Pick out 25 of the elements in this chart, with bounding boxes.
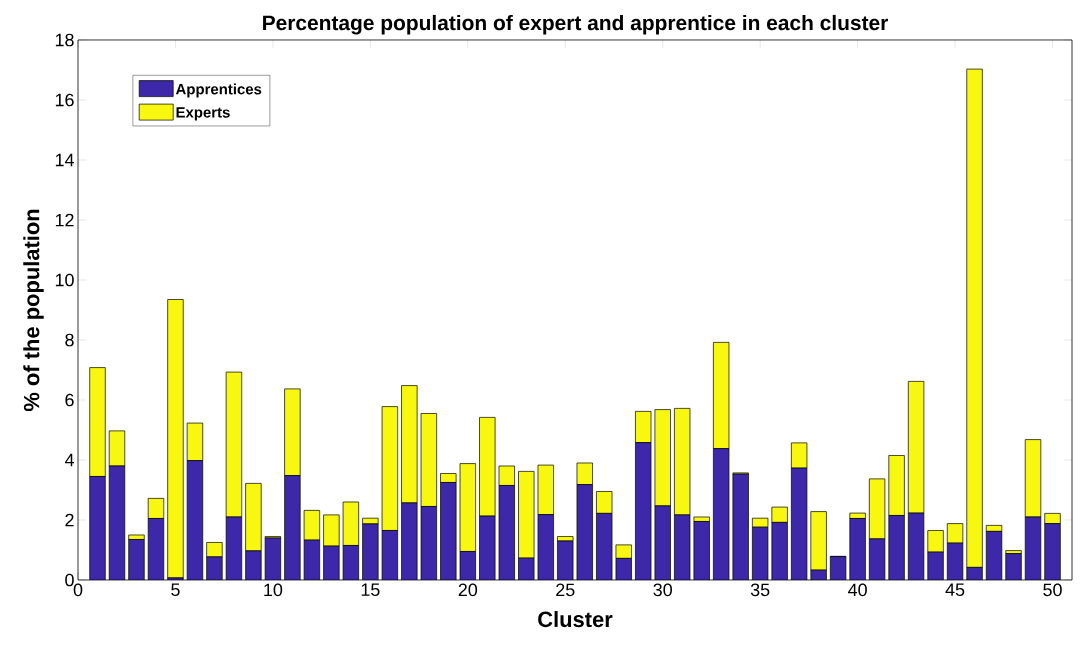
- x-tick-label: 5: [171, 583, 180, 597]
- x-tick-label: 25: [556, 583, 575, 597]
- y-tick-label: 6: [65, 393, 74, 407]
- x-tick-label: 45: [945, 583, 965, 597]
- y-tick-label: 16: [55, 93, 74, 107]
- legend-label: Apprentices: [175, 83, 262, 98]
- x-tick-label: 35: [750, 583, 770, 597]
- legend-label: Experts: [176, 107, 230, 121]
- x-tick-label: 50: [1043, 583, 1062, 597]
- y-axis-title: % of the population: [23, 209, 44, 412]
- y-tick-label: 14: [55, 153, 74, 167]
- x-tick-label: 15: [361, 583, 380, 597]
- y-tick-label: 10: [55, 273, 74, 287]
- x-axis-title: Cluster: [538, 611, 613, 628]
- y-tick-label: 2: [65, 513, 74, 527]
- y-tick-label: 4: [64, 453, 74, 467]
- y-tick-label: 18: [55, 33, 74, 47]
- x-tick-label: 40: [848, 583, 867, 597]
- chart-title: Percentage population of expert and apprentice in each cluster: [263, 14, 888, 35]
- y-tick-label: 8: [65, 333, 74, 347]
- x-tick-label: 10: [264, 583, 283, 597]
- y-tick-label: 12: [55, 213, 74, 227]
- y-tick-label: 0: [65, 573, 74, 587]
- x-tick-label: 20: [458, 583, 478, 597]
- x-tick-label: 30: [653, 583, 672, 597]
